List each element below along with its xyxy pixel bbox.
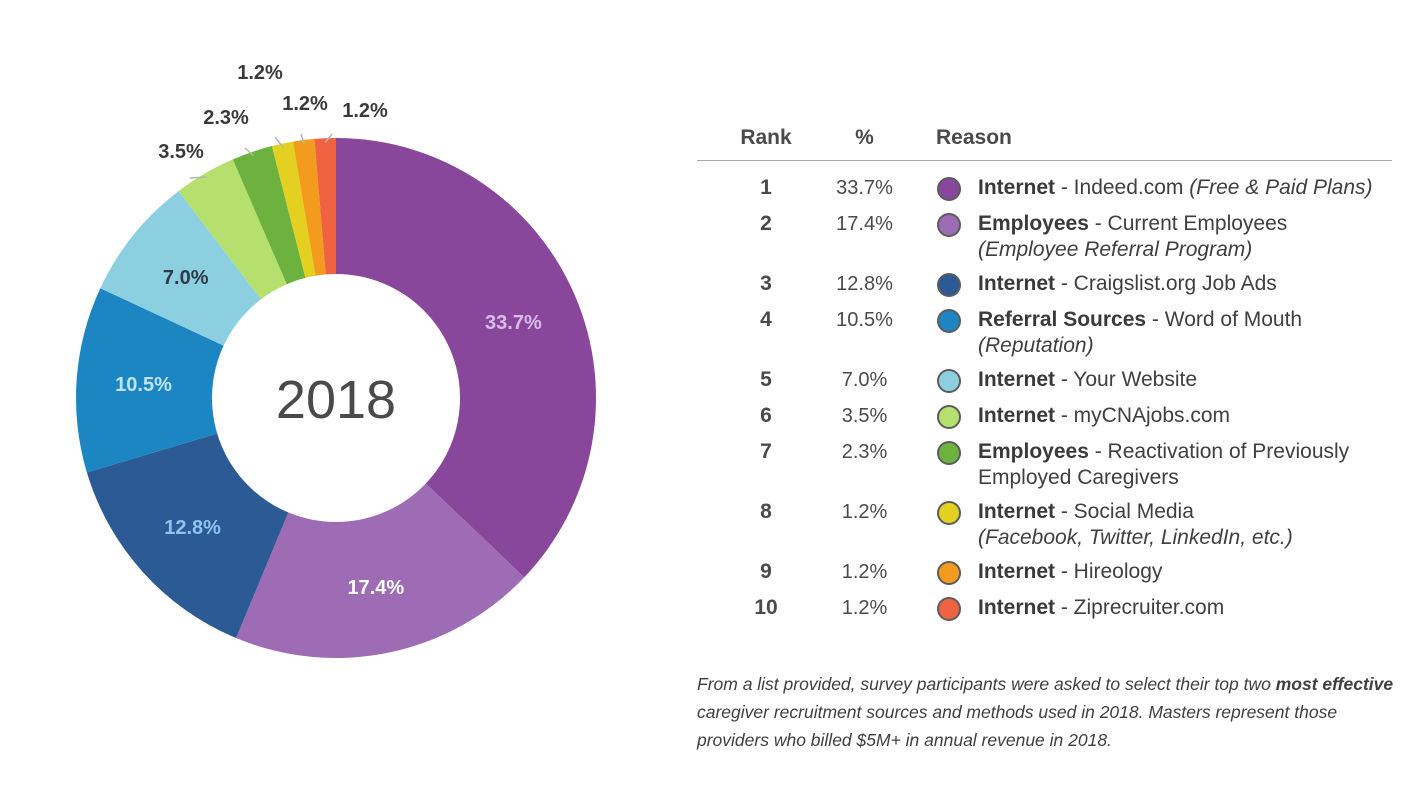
legend-swatch-icon (937, 213, 961, 237)
reason-category: Internet (978, 404, 1056, 427)
reason-text: - Indeed.com (1055, 176, 1190, 199)
row-rank: 3 (760, 272, 772, 295)
row-reason: Employees - Current Employees (Employee R… (978, 211, 1392, 263)
row-rank: 6 (760, 404, 772, 427)
row-percent: 7.0% (841, 369, 888, 391)
row-reason: Internet - Hireology (978, 559, 1392, 585)
reason-text: - Word of Mouth (1146, 308, 1303, 331)
slice-label-2: 17.4% (347, 577, 404, 599)
slice-labels: 33.7% 17.4% 12.8% 10.5% 7.0% 3.5% 2.3% 1.2% 1.2%… (115, 62, 542, 599)
donut-slice-1 (336, 138, 597, 578)
leader-line-8 (274, 136, 284, 148)
reason-category: Referral Sources (978, 308, 1147, 331)
legend-swatch-icon (937, 405, 961, 429)
row-reason: Internet - Social Media (Facebook, Twitte… (978, 499, 1392, 551)
table-rows: 1 33.7% Internet - Indeed.com (Free & Paid… (697, 161, 1392, 631)
legend-swatch-icon (937, 597, 961, 621)
reason-text: - myCNAjobs.com (1055, 404, 1231, 427)
slice-label-7: 2.3% (203, 107, 249, 129)
slice-label-3: 12.8% (164, 517, 221, 539)
reason-detail: (Reputation) (978, 334, 1094, 357)
row-reason: Employees - Reactivation of Previously E… (978, 439, 1392, 491)
legend-swatch-icon (937, 369, 961, 393)
row-rank: 2 (760, 212, 772, 235)
footnote: From a list provided, survey participant… (697, 670, 1397, 754)
row-rank: 10 (754, 596, 778, 619)
row-reason: Internet - Craigslist.org Job Ads (978, 271, 1392, 297)
reason-text: - Hireology (1055, 560, 1163, 583)
header-percent: % (855, 126, 874, 149)
slice-label-10: 1.2% (342, 100, 388, 122)
legend-table: Rank % Reason 1 33.7% Internet - Indeed.co… (697, 122, 1392, 631)
reason-text: - Craigslist.org Job Ads (1055, 272, 1277, 295)
legend-swatch-icon (937, 441, 961, 465)
row-percent: 3.5% (841, 405, 888, 427)
row-reason: Internet - Ziprecruiter.com (978, 595, 1392, 621)
header-rank: Rank (740, 126, 792, 149)
label-leader-lines (189, 133, 333, 179)
slice-label-6: 3.5% (158, 141, 204, 163)
reason-category: Employees (978, 440, 1089, 463)
legend-swatch-icon (937, 501, 961, 525)
reason-category: Internet (978, 560, 1056, 583)
row-percent: 17.4% (836, 213, 893, 235)
center-year-label: 2018 (276, 370, 396, 430)
slice-label-4: 10.5% (115, 374, 172, 396)
row-reason: Internet - Indeed.com (Free & Paid Plans… (978, 175, 1392, 201)
reason-detail: (Free & Paid Plans) (1189, 176, 1373, 199)
row-percent: 33.7% (836, 177, 893, 199)
reason-category: Internet (978, 176, 1056, 199)
row-percent: 12.8% (836, 273, 893, 295)
reason-detail: (Employee Referral Program) (978, 238, 1253, 261)
footnote-part1: From a list provided, survey participant… (697, 674, 1276, 694)
legend-swatch-icon (937, 273, 961, 297)
reason-category: Employees (978, 212, 1089, 235)
row-rank: 5 (760, 368, 772, 391)
footnote-bold: most effective (1275, 674, 1394, 694)
row-reason: Referral Sources - Word of Mouth (Reputat… (978, 307, 1392, 359)
donut-slice-4 (75, 288, 336, 473)
slice-label-1: 33.7% (485, 312, 542, 334)
legend-swatch-icon (937, 309, 961, 333)
row-percent: 10.5% (836, 309, 893, 331)
row-percent: 2.3% (841, 441, 888, 463)
legend-swatch-icon (937, 177, 961, 201)
row-rank: 1 (760, 176, 772, 199)
row-rank: 7 (760, 440, 772, 463)
footnote-part2: caregiver recruitment sources and method… (697, 702, 1338, 750)
row-percent: 1.2% (841, 597, 888, 619)
table-header: Rank % Reason (697, 122, 1392, 161)
reason-detail: (Facebook, Twitter, LinkedIn, etc.) (978, 526, 1293, 549)
slice-label-5: 7.0% (163, 267, 209, 289)
header-reason: Reason (936, 126, 1012, 149)
row-reason: Internet - myCNAjobs.com (978, 403, 1392, 429)
reason-text: - Current Employees (1088, 212, 1288, 235)
donut-slice-2 (236, 398, 525, 659)
donut-hole (212, 274, 460, 522)
reason-text: - Reactivation of Previously Employed Ca… (978, 440, 1350, 489)
reason-category: Internet (978, 596, 1056, 619)
reason-text: - Your Website (1055, 368, 1198, 391)
reason-category: Internet (978, 500, 1056, 523)
reason-category: Internet (978, 272, 1056, 295)
row-percent: 1.2% (841, 561, 888, 583)
row-rank: 9 (760, 560, 772, 583)
donut-chart: 33.7% 17.4% 12.8% 10.5% 7.0% 3.5% 2.3% 1.2% 1.2%… (75, 62, 597, 659)
leader-line-6 (189, 176, 207, 179)
row-reason: Internet - Your Website (978, 367, 1392, 393)
slice-label-9: 1.2% (282, 93, 328, 115)
reason-text: - Ziprecruiter.com (1055, 596, 1225, 619)
legend-swatch-icon (937, 561, 961, 585)
reason-category: Internet (978, 368, 1056, 391)
leader-line-7 (244, 147, 254, 157)
reason-text: - Social Media (1055, 500, 1194, 523)
row-percent: 1.2% (841, 501, 888, 523)
leader-line-10 (324, 133, 333, 143)
row-rank: 8 (760, 500, 772, 523)
slice-label-8: 1.2% (237, 62, 283, 84)
leader-line-9 (300, 133, 305, 145)
row-rank: 4 (760, 308, 772, 331)
